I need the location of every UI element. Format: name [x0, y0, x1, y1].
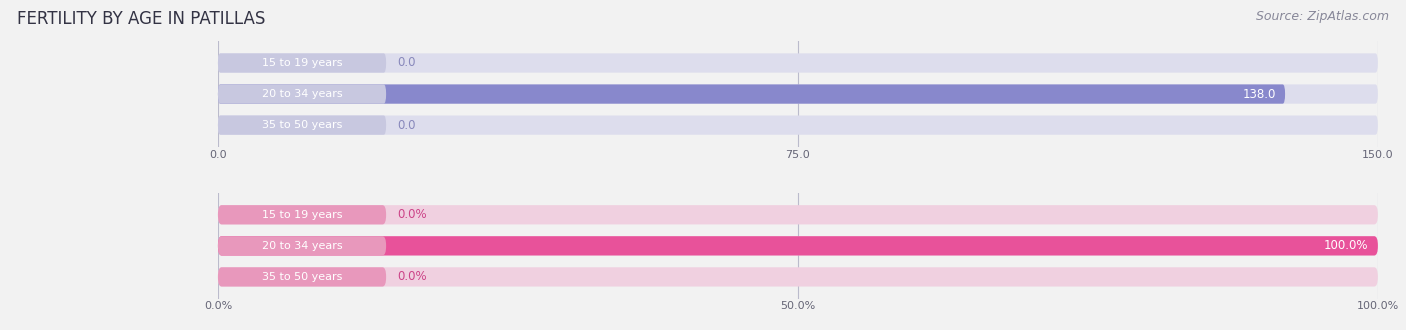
FancyBboxPatch shape: [218, 267, 387, 286]
Text: 138.0: 138.0: [1243, 87, 1275, 101]
Text: Source: ZipAtlas.com: Source: ZipAtlas.com: [1256, 10, 1389, 23]
FancyBboxPatch shape: [218, 205, 1378, 224]
Text: 100.0%: 100.0%: [1324, 239, 1368, 252]
Text: 20 to 34 years: 20 to 34 years: [262, 89, 342, 99]
FancyBboxPatch shape: [218, 84, 1285, 104]
Text: 20 to 34 years: 20 to 34 years: [262, 241, 342, 251]
FancyBboxPatch shape: [218, 236, 1378, 255]
Text: 15 to 19 years: 15 to 19 years: [262, 210, 342, 220]
FancyBboxPatch shape: [218, 236, 1378, 255]
Text: 0.0: 0.0: [398, 118, 416, 132]
Text: 35 to 50 years: 35 to 50 years: [262, 272, 342, 282]
FancyBboxPatch shape: [218, 84, 387, 104]
FancyBboxPatch shape: [218, 53, 387, 73]
Text: 0.0%: 0.0%: [398, 270, 427, 283]
FancyBboxPatch shape: [218, 205, 387, 224]
FancyBboxPatch shape: [218, 53, 1378, 73]
FancyBboxPatch shape: [218, 267, 1378, 286]
Text: 0.0: 0.0: [398, 56, 416, 70]
Text: 0.0%: 0.0%: [398, 208, 427, 221]
FancyBboxPatch shape: [218, 236, 387, 255]
Text: 35 to 50 years: 35 to 50 years: [262, 120, 342, 130]
Text: 15 to 19 years: 15 to 19 years: [262, 58, 342, 68]
FancyBboxPatch shape: [218, 115, 1378, 135]
FancyBboxPatch shape: [218, 84, 1378, 104]
FancyBboxPatch shape: [218, 115, 387, 135]
Text: FERTILITY BY AGE IN PATILLAS: FERTILITY BY AGE IN PATILLAS: [17, 10, 266, 28]
